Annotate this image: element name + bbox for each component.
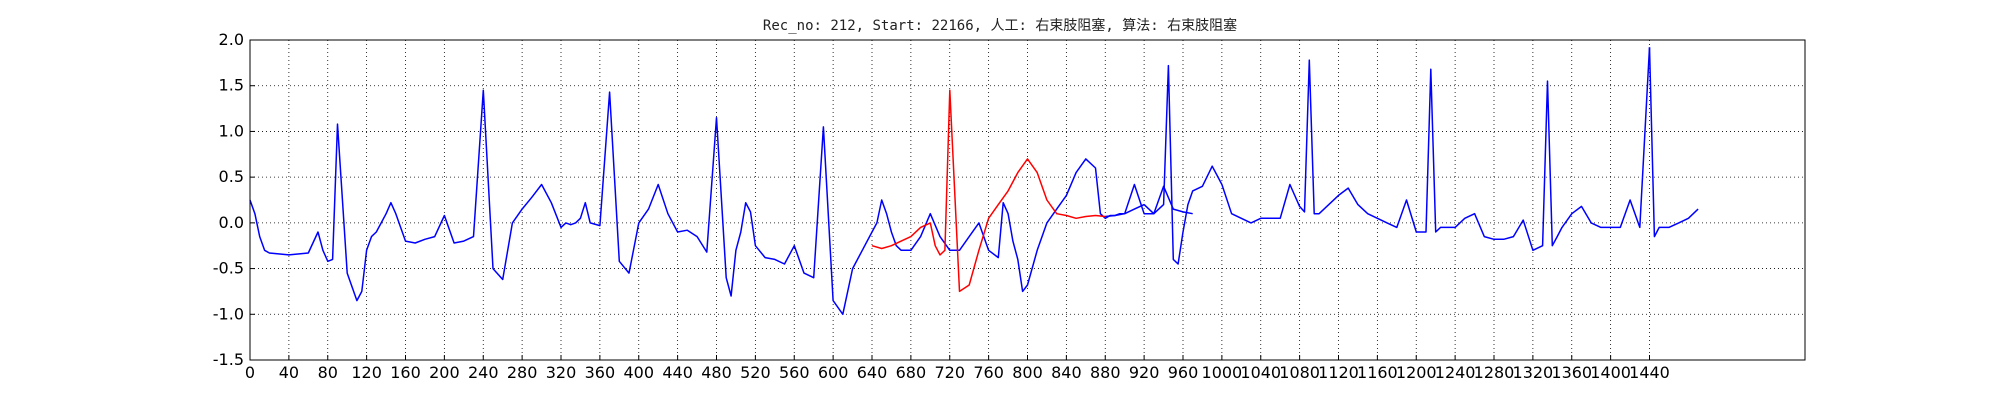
x-tick-label: 1360: [1551, 363, 1592, 382]
y-tick-label: 0.5: [219, 167, 244, 186]
x-tick-label: 1040: [1240, 363, 1281, 382]
x-tick-label: 1000: [1202, 363, 1243, 382]
y-axis: -1.5 -1.0 -0.5 0.0 0.5 1.0 1.5 2.0: [213, 30, 255, 369]
y-tick-label: 1.5: [219, 76, 244, 95]
x-tick-label: 400: [623, 363, 654, 382]
x-tick-label: 440: [662, 363, 693, 382]
x-tick-label: 600: [818, 363, 849, 382]
x-tick-label: 280: [507, 363, 538, 382]
x-axis: 0 40 80 120 160 200 240 280 320 360 400 440 480 520 56…: [245, 355, 1670, 382]
x-tick-label: 1440: [1629, 363, 1670, 382]
x-tick-label: 40: [279, 363, 299, 382]
series-lines: [249, 47, 1699, 316]
x-tick-label: 480: [701, 363, 732, 382]
x-tick-label: 1080: [1279, 363, 1320, 382]
x-tick-label: 800: [1012, 363, 1043, 382]
x-tick-label: 1200: [1396, 363, 1437, 382]
y-tick-label: 0.0: [219, 213, 244, 232]
x-tick-label: 1320: [1513, 363, 1554, 382]
x-tick-label: 960: [1168, 363, 1199, 382]
x-tick-label: 200: [429, 363, 460, 382]
x-tick-label: 120: [351, 363, 382, 382]
series-line-3: [1105, 47, 1651, 265]
x-tick-label: 160: [390, 363, 421, 382]
y-tick-label: -1.0: [213, 304, 244, 323]
x-tick-label: 1160: [1357, 363, 1398, 382]
chart-title: Rec_no: 212, Start: 22166, 人工: 右束肢阻塞, 算法…: [763, 17, 1237, 34]
x-tick-label: 760: [973, 363, 1004, 382]
x-tick-label: 1280: [1474, 363, 1515, 382]
x-tick-label: 1400: [1590, 363, 1631, 382]
x-tick-label: 80: [318, 363, 338, 382]
x-tick-label: 240: [468, 363, 499, 382]
grid-lines: [249, 39, 1805, 361]
series-line-2: [871, 89, 1106, 293]
y-tick-label: 1.0: [219, 121, 244, 140]
x-tick-label: 840: [1051, 363, 1082, 382]
x-tick-label: 0: [245, 363, 255, 382]
y-tick-label: 2.0: [219, 30, 244, 49]
y-tick-label: -0.5: [213, 259, 244, 278]
x-tick-label: 560: [779, 363, 810, 382]
y-tick-label: -1.5: [213, 350, 244, 369]
x-tick-label: 880: [1090, 363, 1121, 382]
x-tick-label: 320: [546, 363, 577, 382]
x-tick-label: 920: [1129, 363, 1160, 382]
x-tick-label: 1240: [1435, 363, 1476, 382]
x-tick-label: 680: [896, 363, 927, 382]
x-tick-label: 720: [934, 363, 965, 382]
x-tick-label: 1120: [1318, 363, 1359, 382]
x-tick-label: 360: [585, 363, 616, 382]
x-tick-label: 520: [740, 363, 771, 382]
series-line-1: [249, 89, 1193, 316]
series-line-4: [1648, 47, 1699, 238]
x-tick-label: 640: [857, 363, 888, 382]
